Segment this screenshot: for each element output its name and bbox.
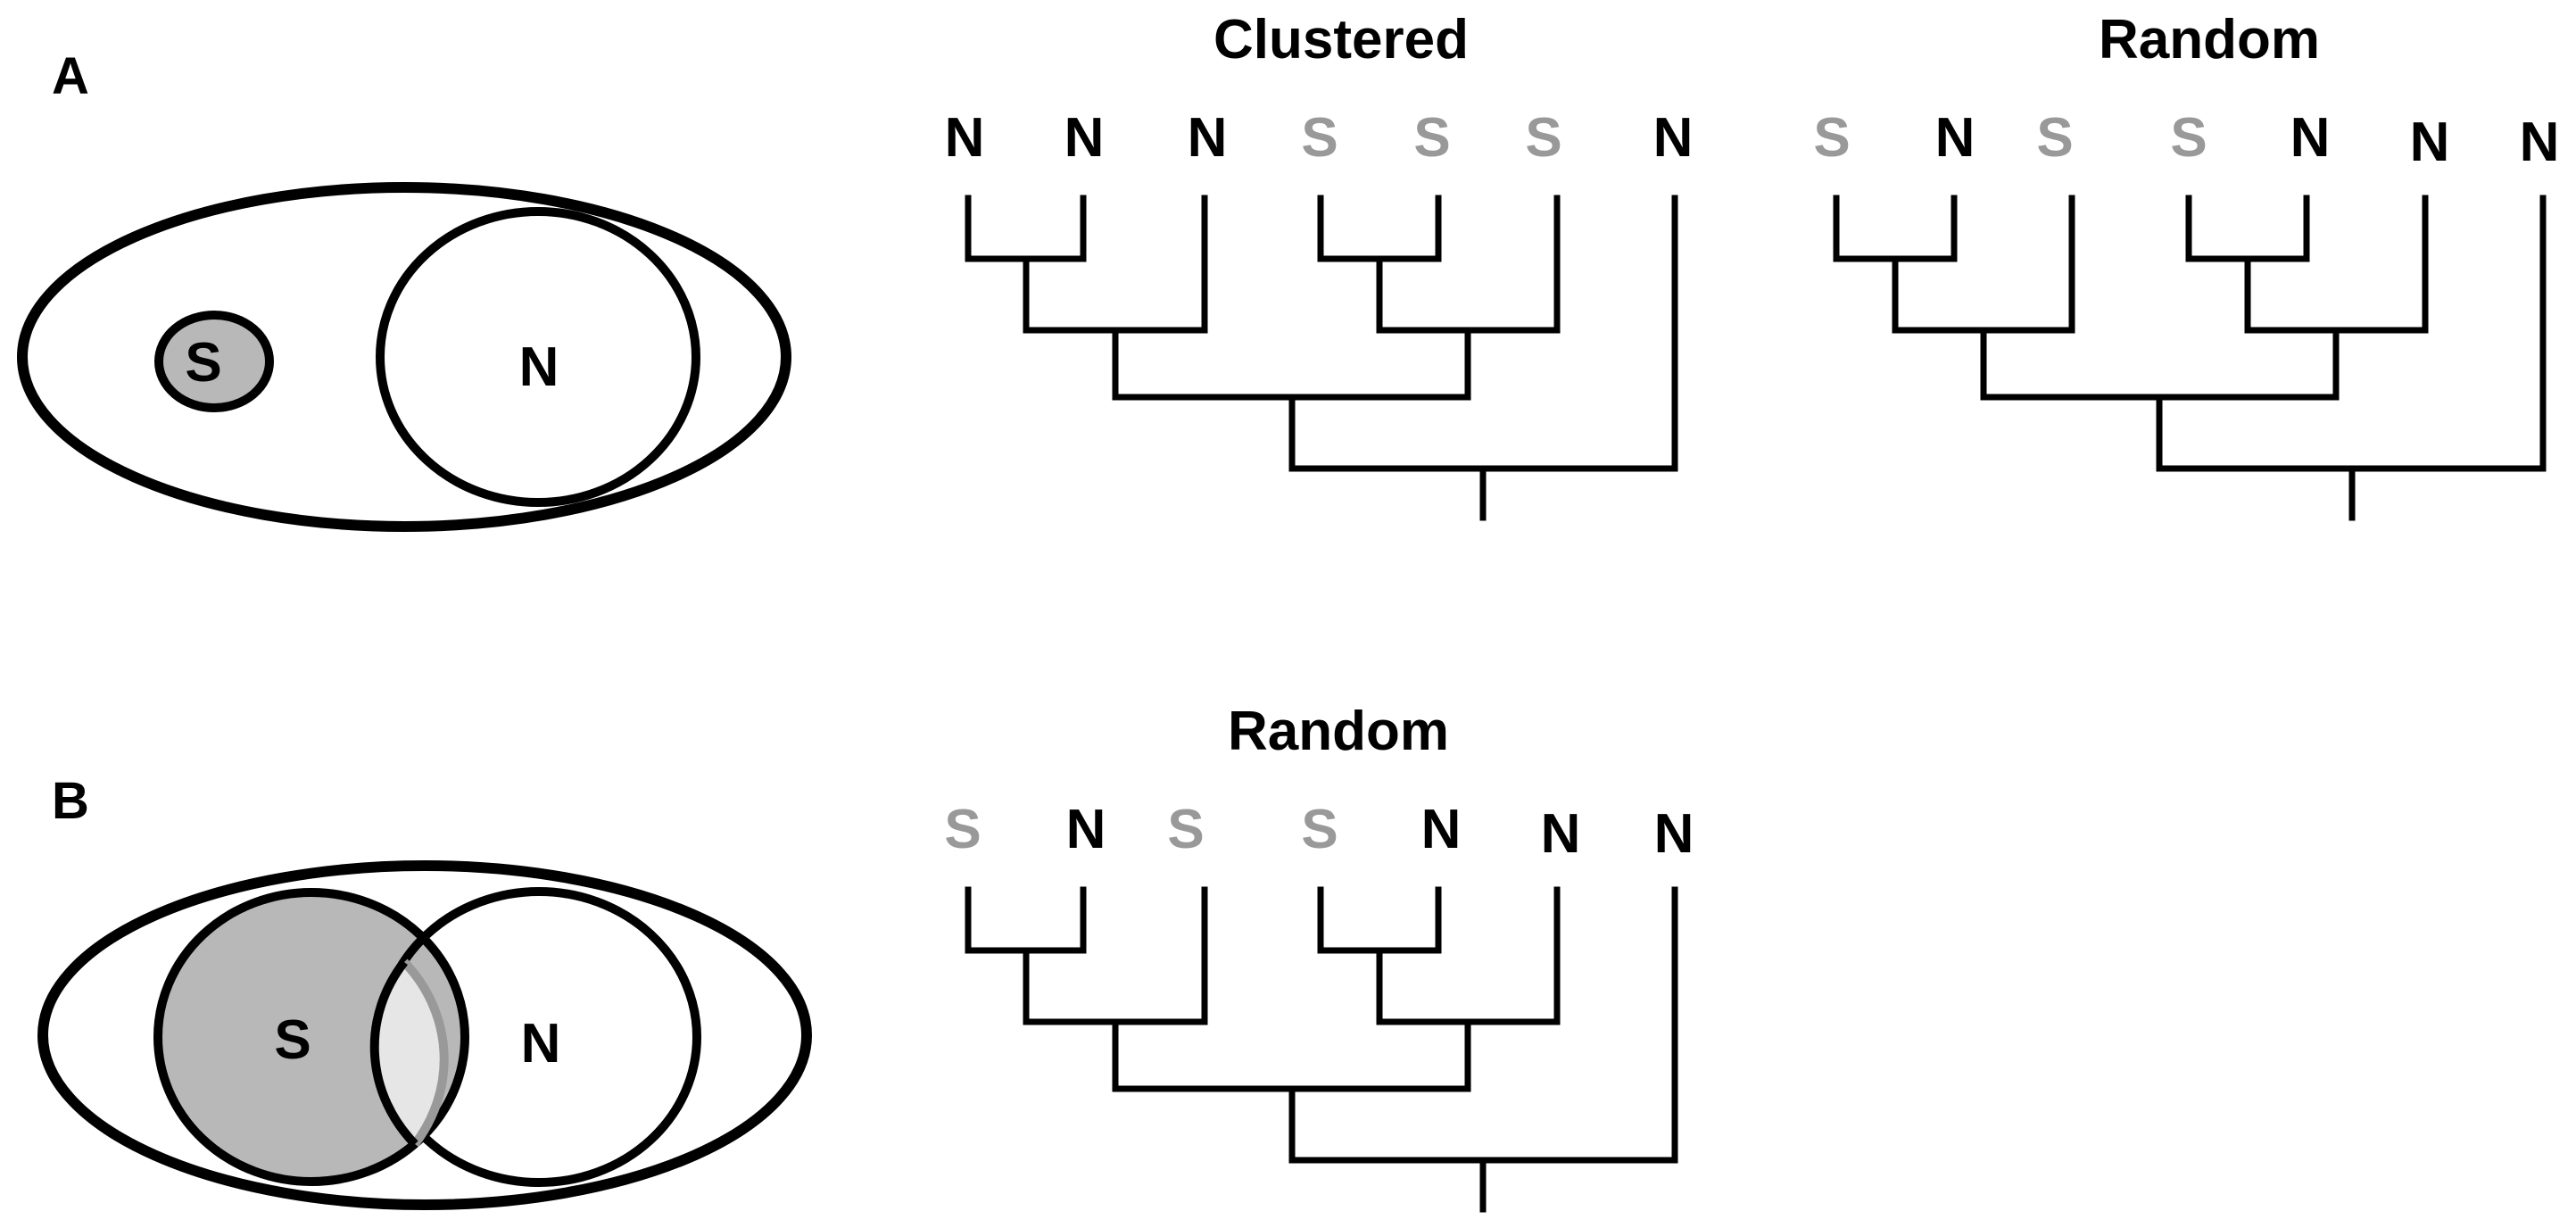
tip-label-n: N	[1654, 803, 1694, 865]
tip-label-s: S	[1167, 799, 1204, 860]
tip-label-s: S	[2036, 107, 2073, 169]
tree-a1: N N N S S S N	[945, 107, 1694, 521]
tip-label-s: S	[2170, 107, 2207, 169]
panel-b-venn: S N	[37, 860, 812, 1210]
tree-a2-tips: S N S S N N N	[1813, 107, 2559, 173]
tip-label-n: N	[2290, 107, 2331, 169]
panel-b-letter: B	[52, 772, 89, 830]
s-label: S	[274, 1009, 311, 1071]
s-label: S	[185, 332, 221, 394]
tree-b1-title: Random	[1228, 701, 1449, 762]
tree-a2-title: Random	[2099, 9, 2320, 71]
tip-label-s: S	[1813, 107, 1850, 169]
tip-label-s: S	[1413, 107, 1450, 169]
tip-label-n: N	[1064, 107, 1105, 169]
tip-label-n: N	[1653, 107, 1694, 169]
tip-label-s: S	[1301, 107, 1338, 169]
overlap-region	[374, 962, 444, 1144]
tip-label-s: S	[1301, 799, 1338, 860]
tip-label-n: N	[2520, 112, 2560, 173]
panel-a-letter: A	[52, 47, 89, 105]
tip-label-n: N	[1066, 799, 1106, 860]
tip-label-s: S	[944, 799, 981, 860]
tip-label-n: N	[1188, 107, 1228, 169]
n-label: N	[519, 336, 559, 398]
outer-ellipse	[37, 860, 812, 1210]
n-label: N	[521, 1013, 561, 1074]
tip-label-n: N	[1421, 799, 1462, 860]
tip-label-n: N	[1541, 803, 1581, 865]
tree-b1: S N S S N N N	[944, 799, 1694, 1213]
panel-a-venn: S N	[17, 182, 791, 532]
tip-label-n: N	[945, 107, 985, 169]
n-circle	[376, 207, 700, 507]
tree-a1-title: Clustered	[1213, 9, 1469, 71]
s-circle-inner-arc	[401, 958, 449, 1148]
tip-label-n: N	[2410, 112, 2450, 173]
tree-a1-tips: N N N S S S N	[945, 107, 1694, 169]
tip-label-s: S	[1525, 107, 1561, 169]
tree-a2: S N S S N N N	[1813, 107, 2559, 521]
tip-label-n: N	[1935, 107, 1975, 169]
outer-ellipse	[17, 182, 791, 532]
n-circle-inner-arc	[369, 958, 418, 1148]
s-circle	[154, 311, 274, 412]
tree-b1-tips: S N S S N N N	[944, 799, 1694, 865]
